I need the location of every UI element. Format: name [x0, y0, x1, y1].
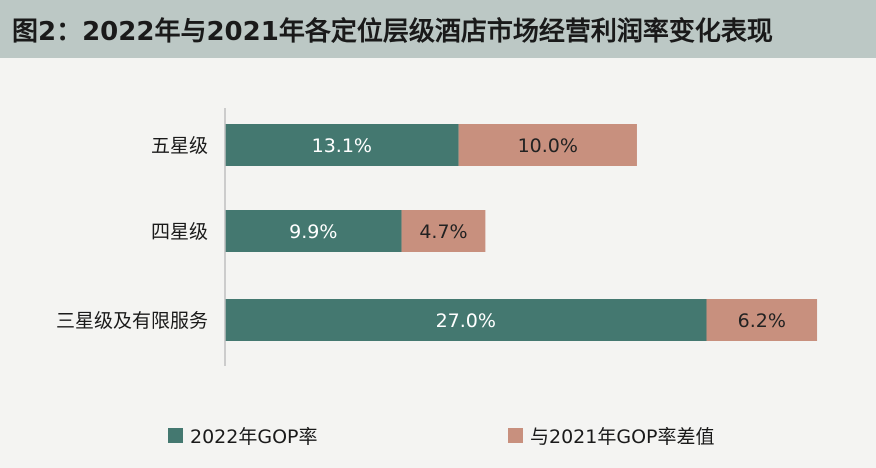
title-bar: 图2：2022年与2021年各定位层级酒店市场经营利润率变化表现: [0, 0, 876, 58]
data-label-gop-2022-0: 13.1%: [312, 135, 372, 157]
bars-group: 13.1% 10.0% 9.9% 4.7% 27.0% 6.2%: [225, 124, 818, 341]
bar-gop-diff-0: [458, 124, 637, 166]
legend: 2022年GOP率 与2021年GOP率差值: [168, 426, 715, 448]
legend-label-gop-diff: 与2021年GOP率差值: [530, 426, 715, 448]
bar-gop-diff-2: [706, 299, 818, 341]
bar-gop-2022-1: [225, 210, 402, 252]
category-label-0: 五星级: [151, 135, 208, 157]
category-label-1: 四星级: [151, 221, 208, 243]
legend-swatch-gop-diff: [508, 428, 523, 443]
data-label-gop-diff-1: 4.7%: [419, 221, 467, 243]
data-label-gop-diff-2: 6.2%: [738, 310, 786, 332]
bar-gop-diff-1: [401, 210, 486, 252]
data-label-gop-2022-2: 27.0%: [436, 310, 496, 332]
bar-gop-2022-0: [225, 124, 459, 166]
category-label-2: 三星级及有限服务: [56, 310, 208, 332]
legend-swatch-gop-2022: [168, 428, 183, 443]
bar-gop-2022-2: [225, 299, 707, 341]
legend-label-gop-2022: 2022年GOP率: [190, 426, 318, 448]
data-label-gop-2022-1: 9.9%: [289, 221, 337, 243]
data-label-gop-diff-0: 10.0%: [518, 135, 578, 157]
page-title: 图2：2022年与2021年各定位层级酒店市场经营利润率变化表现: [12, 16, 773, 47]
